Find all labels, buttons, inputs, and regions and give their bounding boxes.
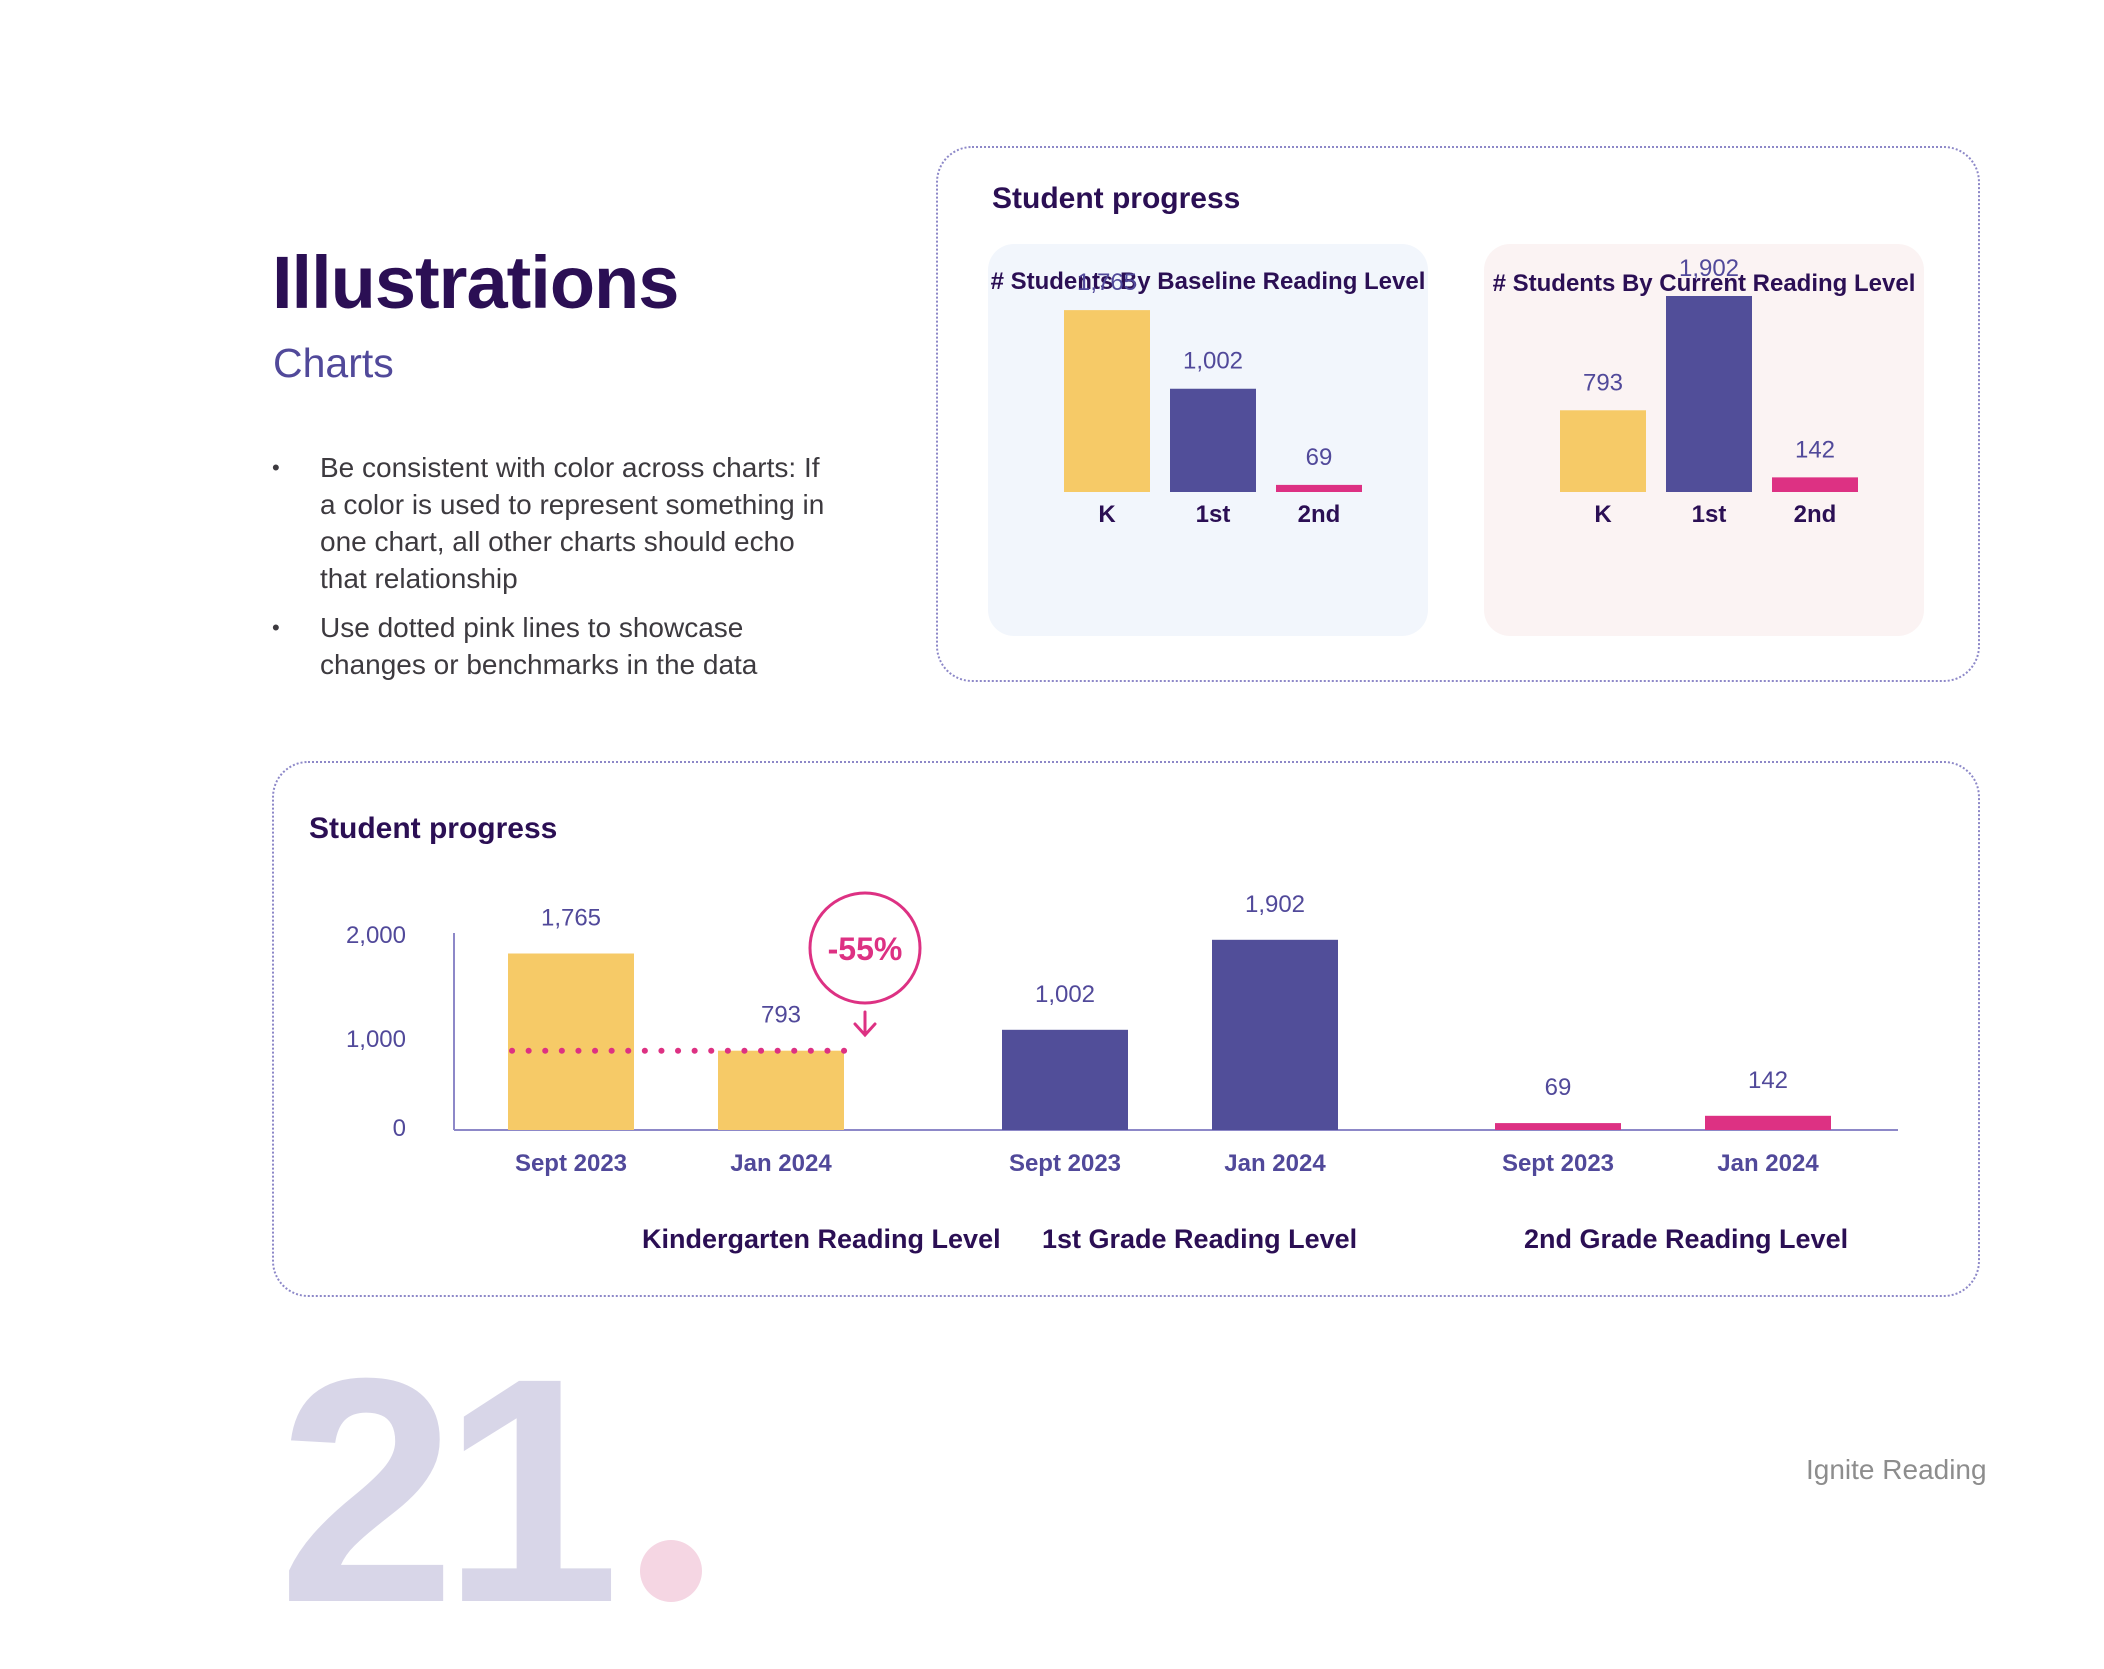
category-label: 2nd [1298,501,1341,528]
x-tick-label: Jan 2024 [1224,1150,1326,1177]
chart-title: # Students By Current Reading Level [1492,270,1916,297]
category-label: 1st [1692,501,1727,528]
category-label: 2nd [1794,501,1837,528]
category-label: K [1594,501,1612,528]
data-label: 1,002 [1183,348,1243,375]
bar [508,953,634,1130]
change-badge-text: -55% [828,931,903,967]
change-badge-circle [808,891,922,1005]
data-label: 69 [1306,444,1333,471]
baseline-chart-card: # Students By Baseline Reading Level 1,7… [988,244,1428,636]
x-tick-label: Jan 2024 [1717,1150,1819,1177]
data-label: 1,002 [1035,981,1095,1008]
data-label: 1,902 [1245,891,1305,918]
x-tick-label: Sept 2023 [1502,1150,1614,1177]
group-label: 2nd Grade Reading Level [1524,1224,1848,1254]
guideline-item: • Use dotted pink lines to showcase chan… [272,609,832,683]
bar [1276,484,1362,492]
data-label: 142 [1748,1067,1788,1094]
page-number: 21 [278,1311,620,1669]
bar [1212,939,1338,1130]
data-label: 69 [1545,1074,1572,1101]
guideline-text: Use dotted pink lines to showcase change… [320,612,758,680]
data-label: 1,765 [1077,269,1137,296]
x-tick-label: Sept 2023 [1009,1150,1121,1177]
bar [1064,310,1150,492]
bar [718,1050,844,1130]
bar [1002,1029,1128,1130]
y-tick-label: 0 [393,1115,406,1142]
current-bar-chart: 793 K 1,902 1st 142 2nd [1560,255,1858,528]
guideline-item: • Be consistent with color across charts… [272,449,832,597]
bar [1495,1123,1621,1130]
bar [1560,410,1646,492]
bar [1666,296,1752,492]
page-title: Illustrations [272,241,679,324]
arrow-down-icon [853,1010,877,1038]
bar [1170,388,1256,492]
bullet-marker: • [272,455,280,480]
bullet-marker: • [272,615,280,640]
card-title: Student progress [309,812,558,845]
page-number-dot [640,1540,702,1602]
student-progress-card-bottom [272,761,1980,1297]
group-label: Kindergarten Reading Level [642,1224,1001,1254]
current-chart-card: # Students By Current Reading Level 793 K… [1484,244,1924,636]
data-label: 1,765 [541,905,601,932]
data-label: 142 [1795,436,1835,463]
data-label: 1,902 [1679,255,1739,282]
grouped-progress-chart: 0 1,000 2,000 1,765 Sept 2023 793 Jan 2024 Kind… [346,891,1898,1254]
guideline-text: Be consistent with color across charts: … [320,452,825,594]
y-tick-label: 2,000 [346,922,406,949]
chart-title: # Students By Baseline Reading Level [990,268,1426,295]
bar [1705,1115,1831,1130]
footer-brand: Ignite Reading [1806,1454,1987,1485]
data-label: 793 [1583,369,1623,396]
x-tick-label: Jan 2024 [730,1150,832,1177]
page-subtitle: Charts [273,340,394,386]
guideline-list: • Be consistent with color across charts… [272,449,832,695]
bar [1772,477,1858,492]
data-label: 793 [761,1002,801,1029]
card-title: Student progress [992,182,1241,215]
x-tick-label: Sept 2023 [515,1150,627,1177]
group-label: 1st Grade Reading Level [1042,1224,1357,1254]
y-tick-label: 1,000 [346,1026,406,1053]
baseline-bar-chart: 1,765 K 1,002 1st 69 2nd [1064,269,1362,528]
category-label: K [1098,501,1116,528]
category-label: 1st [1196,501,1231,528]
student-progress-card-top [936,146,1980,682]
